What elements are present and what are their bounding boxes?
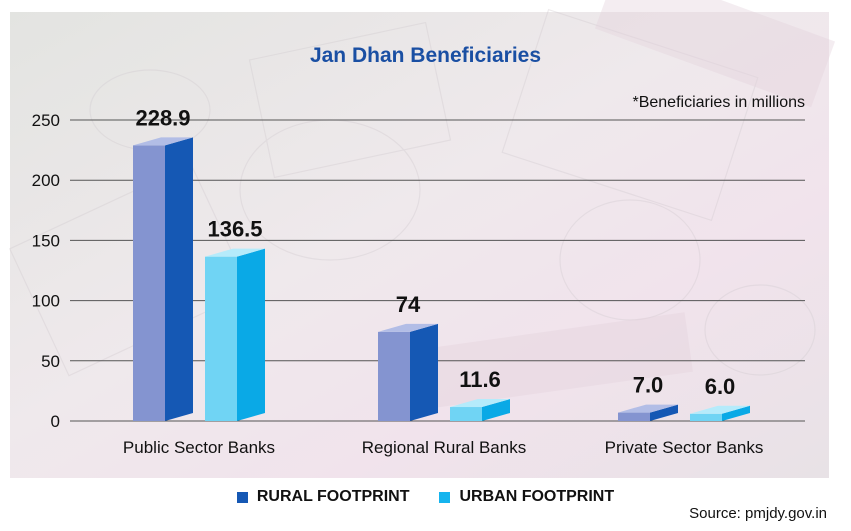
legend-label-urban: URBAN FOOTPRINT (459, 488, 615, 505)
bar-side-face (237, 248, 265, 421)
chart-title: Jan Dhan Beneficiaries (309, 44, 542, 67)
bar-top-face (618, 404, 678, 413)
bar-front-face (618, 412, 650, 421)
bar-side-face (650, 404, 678, 421)
bar-side-face (722, 405, 750, 421)
bar-rural (618, 404, 678, 421)
bar-side-face (482, 399, 510, 421)
x-category-label: Private Sector Banks (605, 438, 764, 457)
y-tick-label: 200 (32, 171, 60, 190)
data-label-rural: 74 (396, 292, 421, 317)
unit-note: *Beneficiaries in millions (632, 94, 805, 111)
bar-front-face (690, 413, 722, 421)
y-tick-label: 50 (41, 352, 60, 371)
bar-top-face (205, 248, 265, 257)
legend-swatch-urban (439, 491, 451, 503)
bar-top-face (450, 399, 510, 408)
data-label-rural: 7.0 (633, 373, 664, 398)
legend-item-rural: RURAL FOOTPRINT (236, 488, 410, 506)
y-tick-label: 250 (32, 111, 60, 130)
data-label-urban: 136.5 (207, 217, 262, 242)
bar-urban (205, 248, 265, 421)
data-label-urban: 6.0 (705, 374, 736, 399)
legend-label-rural: RURAL FOOTPRINT (256, 488, 410, 505)
data-label-urban: 11.6 (459, 367, 501, 392)
bar-front-face (205, 256, 237, 421)
bar-front-face (133, 145, 165, 421)
y-tick-label: 100 (32, 292, 60, 311)
data-label-rural: 228.9 (135, 105, 190, 130)
bar-top-face (133, 137, 193, 146)
y-tick-label: 0 (51, 412, 60, 431)
bar-rural (133, 137, 193, 421)
x-category-label: Regional Rural Banks (362, 438, 526, 457)
bar-top-face (690, 405, 750, 414)
bar-urban (690, 405, 750, 421)
bar-front-face (450, 407, 482, 421)
bar-top-face (378, 323, 438, 332)
bar-urban (450, 399, 510, 421)
y-tick-label: 150 (32, 231, 60, 250)
bar-front-face (378, 331, 410, 421)
legend-swatch-rural (236, 491, 248, 503)
bar-side-face (165, 137, 193, 421)
x-category-label: Public Sector Banks (123, 438, 275, 457)
bar-side-face (410, 323, 438, 421)
legend-item-urban: URBAN FOOTPRINT (439, 488, 614, 506)
source-note: Source: pmjdy.gov.in (689, 505, 827, 522)
legend: RURAL FOOTPRINT URBAN FOOTPRINT (0, 488, 851, 506)
bar-rural (378, 323, 438, 421)
